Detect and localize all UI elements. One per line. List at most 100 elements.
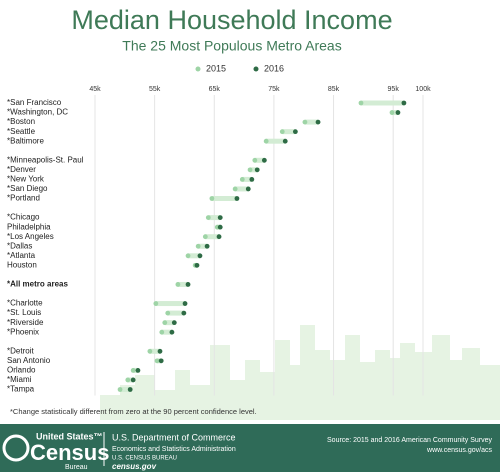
logo-bottom: Bureau <box>65 464 88 471</box>
dot-2015 <box>125 377 131 383</box>
dot-2016 <box>395 110 401 115</box>
dot-2016 <box>171 320 177 326</box>
dot-2015 <box>389 110 395 115</box>
range-bar <box>164 320 175 326</box>
category-label: *Chicago <box>7 213 40 222</box>
range-bar <box>304 119 319 125</box>
dot-2015 <box>130 368 136 373</box>
dot-2015 <box>154 358 160 364</box>
dot-2016 <box>135 368 141 373</box>
dot-2016 <box>182 301 188 306</box>
dot-2015 <box>202 234 208 240</box>
dot-2015 <box>147 348 153 354</box>
category-label: *Baltimore <box>7 136 44 145</box>
category-label: *Dallas <box>7 241 32 250</box>
range-bar <box>235 186 249 192</box>
x-tick-label: 55k <box>149 86 161 93</box>
range-bar <box>177 281 189 287</box>
chart-title: Median Household Income <box>71 5 392 35</box>
range-bar <box>242 176 252 182</box>
category-label: Orlando <box>7 366 36 375</box>
range-bar <box>188 253 200 259</box>
category-label: *San Francisco <box>7 98 62 107</box>
category-label: *New York <box>7 175 45 184</box>
chart-subtitle: The 25 Most Populous Metro Areas <box>122 38 341 54</box>
category-label: *St. Louis <box>7 308 41 317</box>
dot-2016 <box>249 177 255 182</box>
dot-2015 <box>195 243 201 249</box>
dot-2016 <box>157 348 163 354</box>
legend-label: 2015 <box>206 63 226 73</box>
category-label: *Seattle <box>7 127 36 136</box>
legend-label: 2016 <box>264 63 284 73</box>
footer-site: census.gov <box>112 462 157 471</box>
x-tick-label: 95k <box>388 86 400 93</box>
dot-2016 <box>130 377 136 383</box>
dot-2015 <box>263 138 269 144</box>
dot-2016 <box>181 310 187 316</box>
legend-marker <box>253 66 259 72</box>
dot-2015 <box>205 215 211 221</box>
dot-2016 <box>315 119 321 125</box>
dot-2015 <box>185 253 191 259</box>
footer-admin: Economics and Statistics Administration <box>112 446 236 453</box>
category-label: *Boston <box>7 117 35 126</box>
dot-2015 <box>162 320 168 326</box>
footer-dept: U.S. Department of Commerce <box>112 432 236 442</box>
range-bar <box>360 100 404 106</box>
range-bar <box>161 329 172 335</box>
dot-2015 <box>358 100 364 106</box>
category-label: Houston <box>7 260 37 269</box>
x-tick-label: 75k <box>268 86 280 93</box>
category-label: *Atlanta <box>7 251 36 260</box>
footer-source: Source: 2015 and 2016 American Community… <box>327 437 492 444</box>
dot-2016 <box>234 196 240 201</box>
range-bar <box>391 110 398 116</box>
category-label: *Minneapolis-St. Paul <box>7 155 84 164</box>
category-label: *Portland <box>7 194 40 203</box>
range-bar <box>127 377 134 383</box>
dot-2015 <box>232 186 238 192</box>
category-label: *Denver <box>7 165 36 174</box>
logo-main: Census <box>30 440 109 465</box>
category-label: Philadelphia <box>7 222 51 231</box>
dot-2015 <box>165 310 171 316</box>
x-tick-label: 65k <box>209 86 221 93</box>
x-tick-label: 45k <box>89 86 101 93</box>
range-bar <box>120 387 131 392</box>
footnote: *Change statistically different from zer… <box>10 407 257 416</box>
dot-2016 <box>169 329 175 335</box>
range-bar <box>254 157 265 163</box>
category-label: San Antonio <box>7 356 51 365</box>
dot-2016 <box>254 167 260 173</box>
dot-2015 <box>302 119 308 125</box>
dot-2016 <box>127 387 133 392</box>
dot-2015 <box>159 329 165 335</box>
dot-2016 <box>282 138 288 144</box>
category-label: *All metro areas <box>7 280 68 289</box>
logo-top: United States™ <box>36 431 103 441</box>
dot-2016 <box>245 186 251 192</box>
range-bar <box>198 243 208 249</box>
range-bar <box>250 167 258 173</box>
range-bar <box>149 348 161 354</box>
range-bar <box>282 129 296 135</box>
category-label: *Riverside <box>7 318 44 327</box>
category-label: *Washington, DC <box>7 108 68 117</box>
footer-source-url: www.census.gov/acs <box>426 447 492 454</box>
range-bar <box>266 138 286 144</box>
range-bar <box>211 196 237 201</box>
range-bar <box>167 310 184 316</box>
skyline <box>100 325 500 420</box>
dot-2016 <box>158 358 164 364</box>
category-label: *Charlotte <box>7 299 43 308</box>
category-label: *Miami <box>7 375 32 384</box>
x-tick-label: 100k <box>415 86 431 93</box>
category-label: *San Diego <box>7 184 48 193</box>
x-tick-label: 85k <box>328 86 340 93</box>
footer-bureau: U.S. CENSUS BUREAU <box>112 456 177 462</box>
dot-2016 <box>197 253 203 259</box>
dot-2015 <box>209 196 215 201</box>
